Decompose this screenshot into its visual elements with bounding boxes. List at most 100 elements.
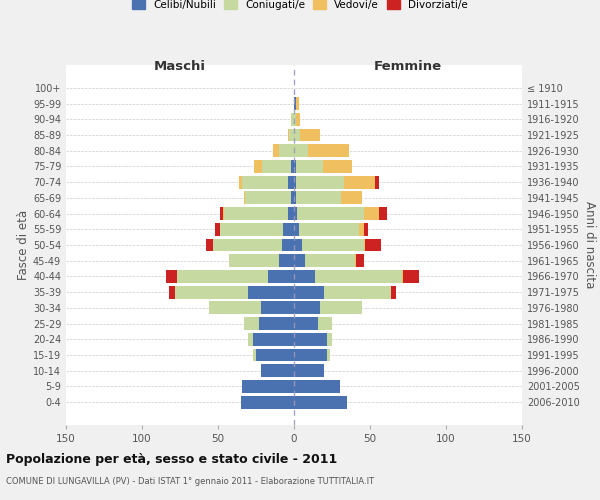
Bar [294,128,300,141]
Bar [305,254,355,267]
Bar [294,317,319,330]
Bar [294,207,297,220]
Bar [260,364,294,377]
Bar [242,176,288,188]
Bar [177,270,268,283]
Bar [294,364,325,377]
Bar [296,176,344,188]
Bar [364,238,365,252]
Bar [328,348,331,362]
Bar [294,113,296,126]
Bar [294,238,302,252]
Bar [374,176,379,188]
Bar [364,207,379,220]
Bar [296,113,300,126]
Bar [220,223,283,235]
Bar [294,333,328,346]
Bar [273,144,279,157]
Bar [289,128,294,141]
Bar [291,160,294,173]
Bar [308,144,349,157]
Bar [294,254,305,267]
Bar [291,113,294,126]
Bar [300,128,320,141]
Bar [248,286,294,298]
Bar [279,144,294,157]
Text: COMUNE DI LUNGAVILLA (PV) - Dati ISTAT 1° gennaio 2011 - Elaborazione TUTTITALIA: COMUNE DI LUNGAVILLA (PV) - Dati ISTAT 1… [6,478,374,486]
Bar [355,254,356,267]
Bar [220,207,223,220]
Bar [206,238,214,252]
Bar [244,317,259,330]
Bar [283,223,294,235]
Bar [245,192,291,204]
Bar [291,192,294,204]
Text: Maschi: Maschi [154,60,206,73]
Text: Popolazione per età, sesso e stato civile - 2011: Popolazione per età, sesso e stato civil… [6,452,337,466]
Bar [302,238,364,252]
Bar [296,160,323,173]
Bar [294,348,328,362]
Bar [169,286,175,298]
Bar [319,317,332,330]
Bar [315,270,402,283]
Bar [294,380,340,393]
Bar [253,333,294,346]
Bar [229,254,279,267]
Bar [253,348,256,362]
Bar [294,223,299,235]
Bar [223,207,224,220]
Bar [294,286,325,298]
Bar [328,333,332,346]
Bar [364,223,368,235]
Bar [175,286,248,298]
Bar [288,128,289,141]
Bar [242,380,294,393]
Bar [379,207,387,220]
Bar [248,333,253,346]
Bar [166,270,177,283]
Bar [254,160,262,173]
Bar [279,254,294,267]
Bar [356,254,364,267]
Bar [215,223,220,235]
Bar [288,176,294,188]
Bar [224,207,288,220]
Bar [320,302,362,314]
Bar [297,207,364,220]
Bar [323,160,352,173]
Bar [325,286,391,298]
Bar [402,270,403,283]
Bar [296,192,341,204]
Bar [262,160,291,173]
Bar [294,396,347,408]
Bar [294,270,315,283]
Bar [256,348,294,362]
Bar [214,238,282,252]
Bar [391,286,396,298]
Bar [241,396,294,408]
Bar [344,176,374,188]
Y-axis label: Fasce di età: Fasce di età [17,210,30,280]
Bar [294,97,296,110]
Bar [403,270,419,283]
Bar [282,238,294,252]
Bar [239,176,242,188]
Bar [299,223,359,235]
Bar [260,302,294,314]
Bar [294,160,296,173]
Bar [294,302,320,314]
Bar [268,270,294,283]
Bar [244,192,245,204]
Bar [294,192,296,204]
Y-axis label: Anni di nascita: Anni di nascita [583,202,596,288]
Bar [288,207,294,220]
Bar [365,238,380,252]
Bar [294,176,296,188]
Bar [359,223,364,235]
Bar [341,192,362,204]
Legend: Celibi/Nubili, Coniugati/e, Vedovi/e, Divorziati/e: Celibi/Nubili, Coniugati/e, Vedovi/e, Di… [132,0,468,10]
Bar [294,144,308,157]
Bar [259,317,294,330]
Text: Femmine: Femmine [374,60,442,73]
